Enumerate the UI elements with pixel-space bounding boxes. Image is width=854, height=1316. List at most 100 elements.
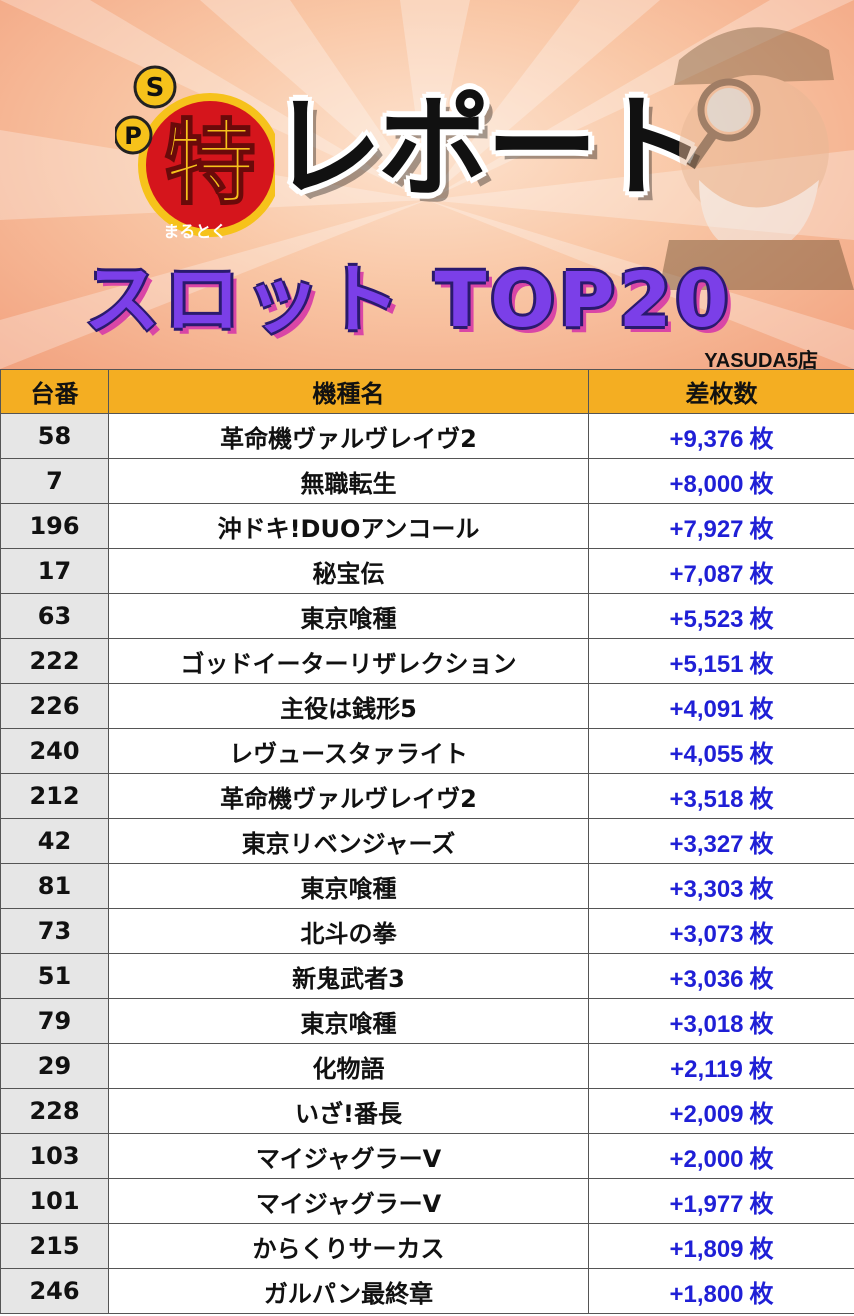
table-row: 63 東京喰種 +5,523 枚 bbox=[0, 593, 854, 639]
difference-cell: +1,977 枚 bbox=[588, 1178, 854, 1224]
machine-name: ゴッドイーターリザレクション bbox=[108, 638, 589, 684]
table-row: 215 からくりサーカス +1,809 枚 bbox=[0, 1223, 854, 1269]
machine-name: いざ!番長 bbox=[108, 1088, 589, 1134]
difference-value: +1,977 bbox=[669, 1190, 744, 1218]
machine-name: からくりサーカス bbox=[108, 1223, 589, 1269]
difference-cell: +5,151 枚 bbox=[588, 638, 854, 684]
difference-value: +3,327 bbox=[669, 830, 744, 858]
difference-unit: 枚 bbox=[749, 649, 774, 678]
difference-unit: 枚 bbox=[749, 469, 774, 498]
machine-name: 秘宝伝 bbox=[108, 548, 589, 594]
machine-number: 101 bbox=[0, 1178, 109, 1224]
difference-unit: 枚 bbox=[749, 514, 774, 543]
table-row: 17 秘宝伝 +7,087 枚 bbox=[0, 548, 854, 594]
difference-cell: +8,000 枚 bbox=[588, 458, 854, 504]
table-row: 42 東京リベンジャーズ +3,327 枚 bbox=[0, 818, 854, 864]
difference-cell: +3,073 枚 bbox=[588, 908, 854, 954]
store-name: YASUDA5店 bbox=[704, 350, 818, 369]
slot-top20-subtitle: スロット TOP20 bbox=[84, 255, 733, 344]
badge-s-letter: S bbox=[146, 73, 165, 103]
machine-name: 東京喰種 bbox=[108, 863, 589, 909]
table-row: 51 新鬼武者3 +3,036 枚 bbox=[0, 953, 854, 999]
difference-unit: 枚 bbox=[749, 424, 774, 453]
difference-value: +7,087 bbox=[669, 560, 744, 588]
difference-unit: 枚 bbox=[749, 694, 774, 723]
table-row: 58 革命機ヴァルヴレイヴ2 +9,376 枚 bbox=[0, 413, 854, 459]
table-row: 228 いざ!番長 +2,009 枚 bbox=[0, 1088, 854, 1134]
machine-number: 222 bbox=[0, 638, 109, 684]
machine-number: 246 bbox=[0, 1268, 109, 1314]
table-row: 222 ゴッドイーターリザレクション +5,151 枚 bbox=[0, 638, 854, 684]
difference-cell: +5,523 枚 bbox=[588, 593, 854, 639]
machine-name: 北斗の拳 bbox=[108, 908, 589, 954]
table-row: 212 革命機ヴァルヴレイヴ2 +3,518 枚 bbox=[0, 773, 854, 819]
header-machine-name: 機種名 bbox=[108, 369, 589, 414]
badge-p-letter: P bbox=[124, 122, 142, 150]
machine-number: 228 bbox=[0, 1088, 109, 1134]
difference-value: +7,927 bbox=[669, 515, 744, 543]
machine-number: 42 bbox=[0, 818, 109, 864]
machine-number: 17 bbox=[0, 548, 109, 594]
machine-name: 沖ドキ!DUOアンコール bbox=[108, 503, 589, 549]
machine-name: マイジャグラーV bbox=[108, 1133, 589, 1179]
difference-unit: 枚 bbox=[749, 1144, 774, 1173]
difference-cell: +2,009 枚 bbox=[588, 1088, 854, 1134]
difference-value: +3,303 bbox=[669, 875, 744, 903]
machine-number: 81 bbox=[0, 863, 109, 909]
difference-value: +2,009 bbox=[669, 1100, 744, 1128]
machine-number: 240 bbox=[0, 728, 109, 774]
difference-value: +1,800 bbox=[669, 1280, 744, 1308]
table-row: 73 北斗の拳 +3,073 枚 bbox=[0, 908, 854, 954]
maruto-logo-icon: S P 特 まるとく bbox=[115, 65, 275, 241]
machine-name: 主役は銭形5 bbox=[108, 683, 589, 729]
machine-number: 103 bbox=[0, 1133, 109, 1179]
machine-name: 化物語 bbox=[108, 1043, 589, 1089]
table-row: 7 無職転生 +8,000 枚 bbox=[0, 458, 854, 504]
difference-cell: +9,376 枚 bbox=[588, 413, 854, 459]
difference-cell: +7,087 枚 bbox=[588, 548, 854, 594]
difference-value: +5,151 bbox=[669, 650, 744, 678]
machine-name: ガルパン最終章 bbox=[108, 1268, 589, 1314]
detective-mascot-icon bbox=[659, 27, 854, 290]
table-row: 240 レヴュースタァライト +4,055 枚 bbox=[0, 728, 854, 774]
difference-value: +4,055 bbox=[669, 740, 744, 768]
difference-cell: +3,036 枚 bbox=[588, 953, 854, 999]
difference-unit: 枚 bbox=[749, 919, 774, 948]
machine-name: マイジャグラーV bbox=[108, 1178, 589, 1224]
difference-unit: 枚 bbox=[749, 559, 774, 588]
difference-value: +2,119 bbox=[670, 1055, 743, 1083]
difference-value: +3,518 bbox=[669, 785, 744, 813]
machine-number: 226 bbox=[0, 683, 109, 729]
difference-value: +4,091 bbox=[669, 695, 744, 723]
difference-cell: +4,055 枚 bbox=[588, 728, 854, 774]
difference-unit: 枚 bbox=[749, 1279, 774, 1308]
difference-cell: +7,927 枚 bbox=[588, 503, 854, 549]
machine-number: 7 bbox=[0, 458, 109, 504]
difference-unit: 枚 bbox=[749, 964, 774, 993]
badge-kanji: 特 bbox=[164, 110, 256, 217]
difference-value: +3,018 bbox=[669, 1010, 744, 1038]
machine-number: 73 bbox=[0, 908, 109, 954]
difference-unit: 枚 bbox=[748, 1054, 773, 1083]
table-row: 29 化物語 +2,119 枚 bbox=[0, 1043, 854, 1089]
difference-value: +5,523 bbox=[669, 605, 744, 633]
header-banner: S P 特 まるとく レポート スロット TOP20 YASUDA5店 bbox=[0, 0, 854, 369]
difference-cell: +3,518 枚 bbox=[588, 773, 854, 819]
difference-unit: 枚 bbox=[749, 1099, 774, 1128]
table-row: 81 東京喰種 +3,303 枚 bbox=[0, 863, 854, 909]
machine-name: 革命機ヴァルヴレイヴ2 bbox=[108, 773, 589, 819]
difference-cell: +1,809 枚 bbox=[588, 1223, 854, 1269]
machine-number: 212 bbox=[0, 773, 109, 819]
difference-value: +1,809 bbox=[669, 1235, 744, 1263]
difference-cell: +2,119 枚 bbox=[588, 1043, 854, 1089]
difference-unit: 枚 bbox=[749, 784, 774, 813]
table-row: 196 沖ドキ!DUOアンコール +7,927 枚 bbox=[0, 503, 854, 549]
machine-number: 79 bbox=[0, 998, 109, 1044]
machine-name: 東京喰種 bbox=[108, 593, 589, 639]
difference-cell: +2,000 枚 bbox=[588, 1133, 854, 1179]
table-row: 79 東京喰種 +3,018 枚 bbox=[0, 998, 854, 1044]
difference-value: +2,000 bbox=[669, 1145, 744, 1173]
table-row: 246 ガルパン最終章 +1,800 枚 bbox=[0, 1268, 854, 1314]
difference-unit: 枚 bbox=[749, 1189, 774, 1218]
difference-unit: 枚 bbox=[749, 604, 774, 633]
